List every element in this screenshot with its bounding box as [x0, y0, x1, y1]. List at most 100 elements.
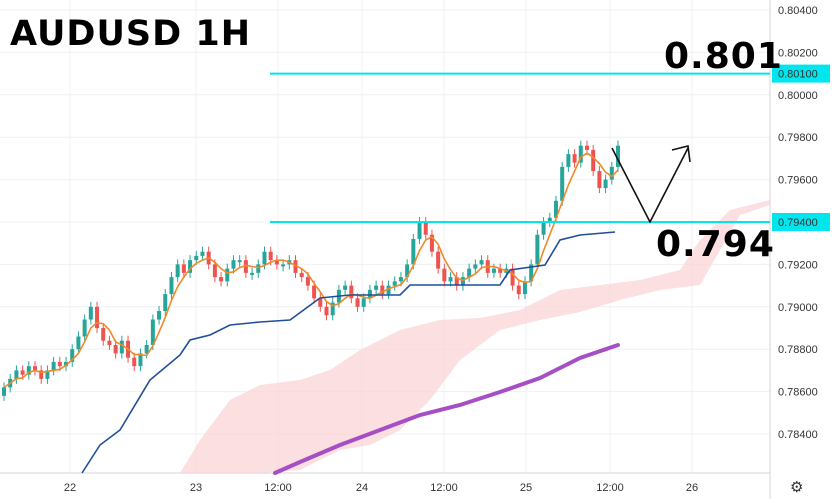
candle — [231, 260, 236, 269]
candle — [88, 306, 93, 320]
price-axis[interactable]: 0.80400 0.80200 0.80000 0.79800 0.79600 0.794… — [771, 0, 832, 499]
projection-arrow — [611, 145, 691, 224]
candle — [560, 166, 565, 201]
candle — [529, 264, 534, 282]
candle — [597, 171, 602, 189]
candle — [436, 251, 441, 269]
time-tick-label: 23 — [190, 482, 202, 494]
candle — [305, 277, 310, 286]
candle — [405, 264, 410, 278]
candle — [553, 200, 558, 218]
candle — [591, 149, 596, 172]
gear-icon[interactable]: ⚙ — [790, 479, 804, 496]
candle — [225, 268, 230, 282]
candle — [95, 306, 100, 328]
candle — [281, 264, 286, 267]
candle — [386, 285, 391, 295]
price-highlight-tag — [772, 213, 830, 231]
chart-title: AUDUSD 1H — [10, 14, 251, 54]
candle — [237, 260, 242, 263]
candle — [417, 222, 422, 239]
candle — [200, 251, 205, 256]
candle — [39, 370, 44, 379]
candle — [367, 289, 372, 299]
candle — [429, 234, 434, 252]
ichimoku-cloud — [180, 200, 770, 473]
candle — [510, 268, 515, 286]
candle — [522, 281, 527, 295]
candle — [312, 285, 317, 299]
candle — [82, 319, 87, 337]
candle — [609, 166, 614, 180]
candle — [616, 145, 620, 167]
time-tick-label: 12:00 — [430, 482, 458, 494]
candle — [584, 145, 589, 150]
candle — [107, 340, 112, 345]
candle — [473, 264, 478, 269]
candle — [274, 260, 279, 265]
candle — [541, 222, 546, 235]
time-axis[interactable]: 22 23 12:00 24 12:00 25 12:00 26 — [64, 482, 698, 494]
candle — [268, 251, 273, 261]
candle — [113, 344, 118, 354]
candle — [479, 260, 484, 265]
time-tick-label: 12:00 — [596, 482, 624, 494]
candle — [299, 272, 304, 278]
candle — [349, 285, 354, 299]
candle — [70, 349, 75, 362]
price-highlight-tag — [772, 64, 830, 83]
candle — [454, 277, 459, 286]
tenkan-line — [3, 152, 619, 389]
candle — [374, 285, 379, 290]
candle — [535, 234, 540, 265]
candle — [498, 268, 503, 273]
level-label-top: 0.801 — [664, 36, 783, 77]
candle — [361, 298, 366, 307]
candle — [51, 361, 56, 371]
cloud-area — [180, 200, 770, 473]
price-tick-label: 0.80400 — [778, 5, 818, 17]
candle — [256, 264, 261, 273]
level-lines — [270, 72, 770, 223]
price-tick-label: 0.79800 — [778, 132, 818, 144]
candle — [33, 366, 38, 371]
candle — [2, 387, 6, 396]
projection-path — [611, 147, 689, 224]
arrow-head — [671, 145, 691, 163]
candle — [516, 285, 521, 295]
time-tick-label: 26 — [686, 482, 698, 494]
price-tick-label: 0.78400 — [778, 429, 818, 441]
candle — [132, 357, 137, 367]
candle — [324, 306, 329, 316]
candle — [188, 260, 193, 273]
level-label-bottom: 0.794 — [656, 224, 775, 265]
candle — [293, 260, 298, 273]
candle — [64, 361, 69, 367]
candle — [423, 222, 428, 235]
time-tick-label: 22 — [64, 482, 76, 494]
candle — [467, 268, 472, 278]
moving-average-line — [273, 343, 620, 475]
time-tick-label: 24 — [356, 482, 368, 494]
candle — [169, 277, 174, 295]
candle — [566, 154, 571, 167]
candle — [572, 154, 577, 163]
candle — [20, 370, 25, 375]
candle — [380, 285, 385, 295]
price-tick-label: 0.80000 — [778, 90, 818, 102]
price-tick-label: 0.78800 — [778, 344, 818, 356]
candle — [212, 264, 217, 278]
candle — [243, 260, 248, 273]
candle — [138, 353, 143, 367]
price-tick-label: 0.79000 — [778, 302, 818, 314]
price-highlight-label: 0.80100 — [778, 69, 818, 81]
candle — [45, 370, 50, 379]
candle — [411, 238, 416, 265]
candle — [318, 298, 323, 307]
candle — [26, 366, 31, 375]
time-tick-label: 25 — [520, 482, 532, 494]
candle — [163, 294, 168, 312]
candle — [14, 370, 19, 379]
candle — [150, 319, 155, 345]
